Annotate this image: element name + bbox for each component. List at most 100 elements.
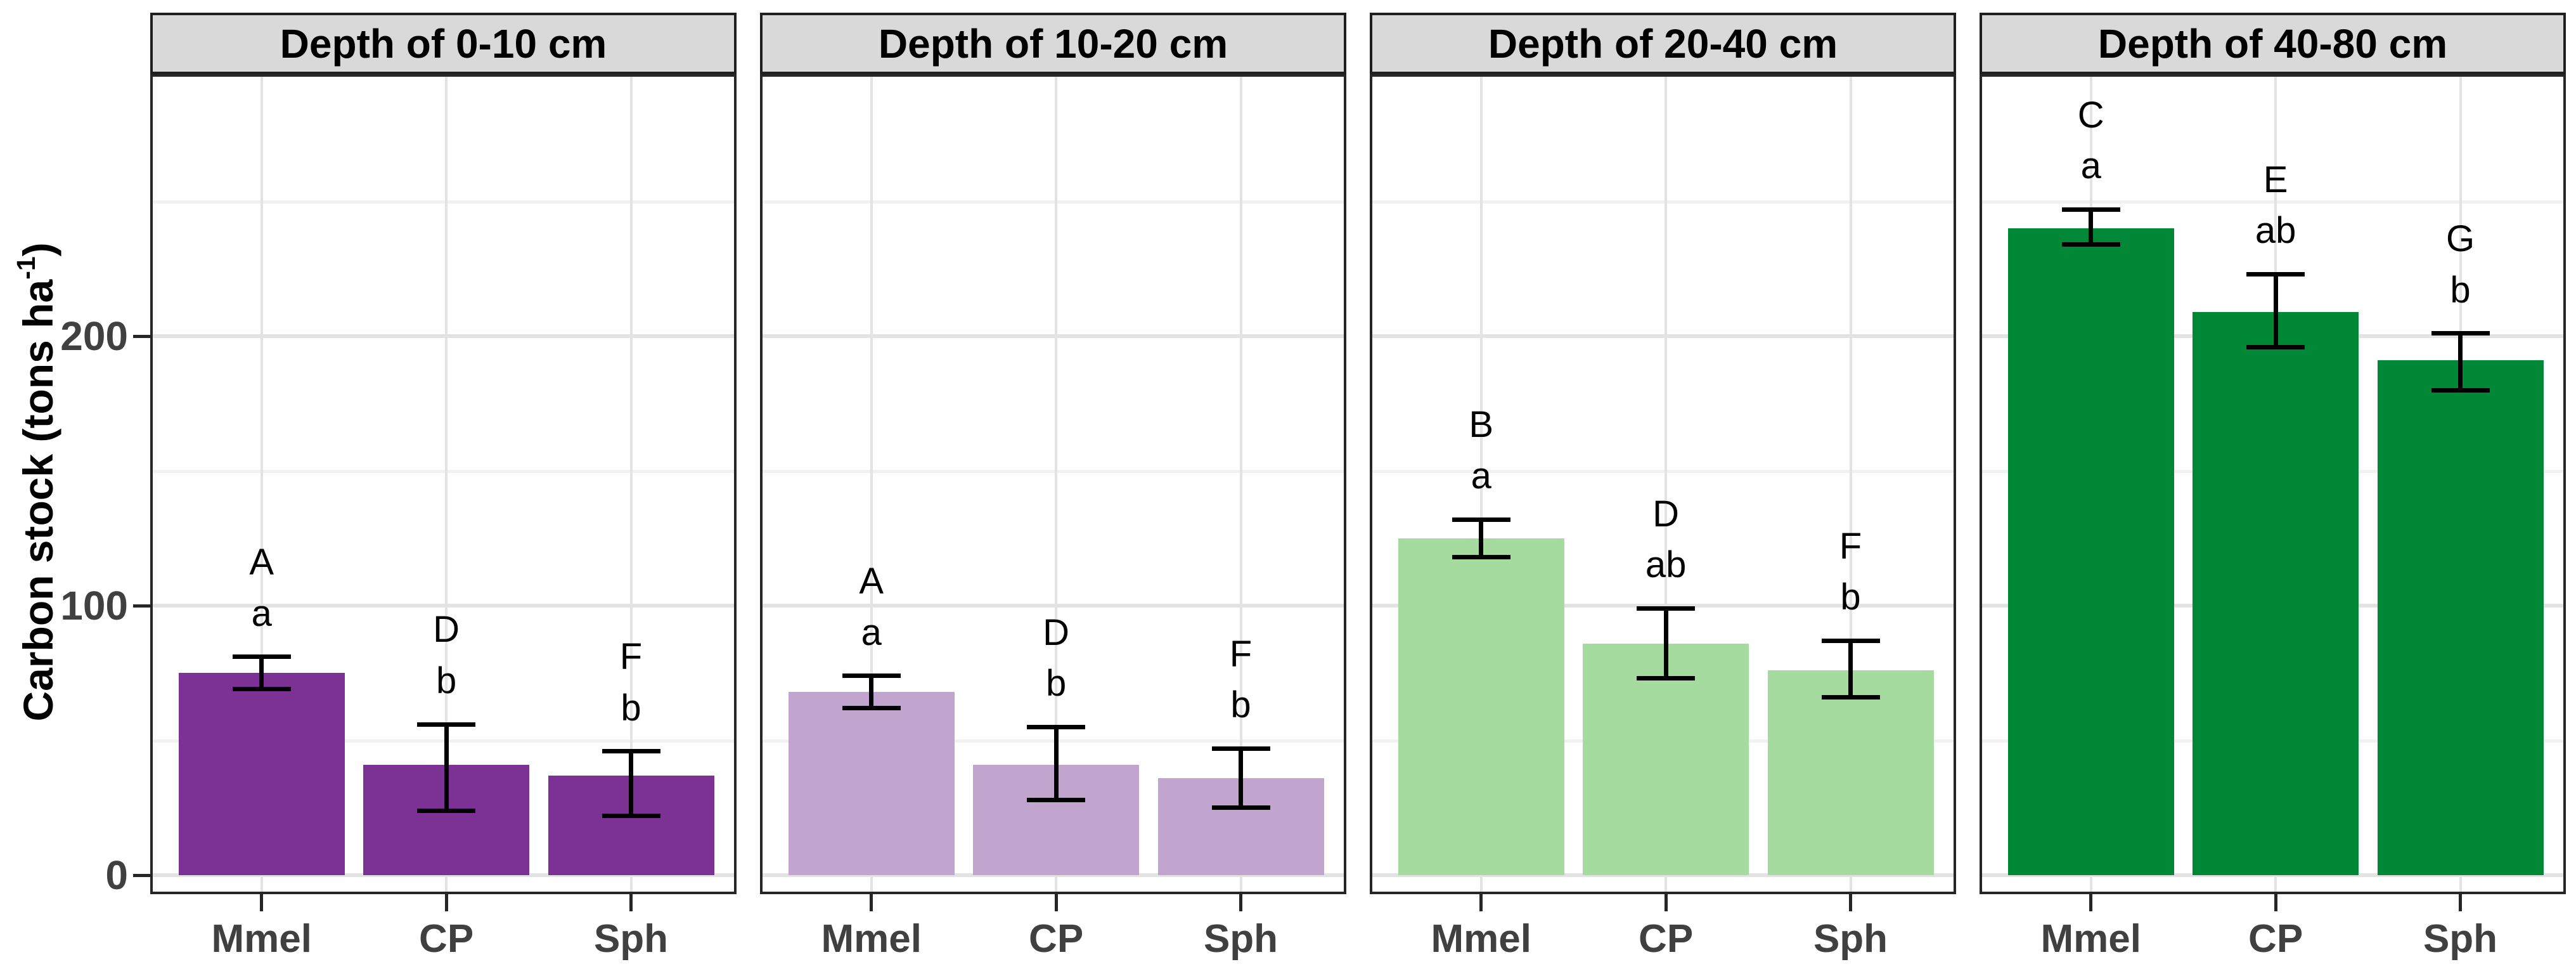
facet-strip: Depth of 20-40 cm bbox=[1370, 13, 1956, 74]
bar-cp bbox=[1583, 643, 1749, 875]
error-bar-cap-top bbox=[1452, 517, 1510, 522]
error-bar-line bbox=[1848, 641, 1853, 698]
significance-letter-lower: a bbox=[1471, 455, 1491, 497]
gridline-minor-horizontal bbox=[1980, 200, 2566, 204]
significance-letter-lower: a bbox=[2080, 145, 2101, 187]
gridline-minor-horizontal bbox=[760, 469, 1346, 473]
bar-cp bbox=[2193, 311, 2359, 875]
x-tick-label-sph: Sph bbox=[2423, 917, 2498, 961]
error-bar-cap-bottom bbox=[2061, 242, 2120, 247]
error-bar-cap-bottom bbox=[1452, 555, 1510, 559]
error-bar-cap-top bbox=[1027, 724, 1086, 729]
significance-letter-upper: E bbox=[2263, 159, 2288, 200]
error-bar-cap-top bbox=[842, 673, 901, 678]
significance-letter-upper: G bbox=[2445, 218, 2475, 259]
error-bar-line bbox=[1239, 748, 1243, 808]
error-bar-cap-top bbox=[1637, 606, 1696, 611]
significance-letter-upper: A bbox=[859, 560, 884, 602]
x-tick-mark bbox=[1664, 894, 1668, 911]
x-tick-label-sph: Sph bbox=[593, 917, 669, 961]
y-axis-title-superscript: -1 bbox=[11, 256, 41, 280]
gridline-major-horizontal bbox=[150, 334, 737, 338]
bar-mmel bbox=[1398, 538, 1564, 875]
error-bar-line bbox=[1479, 519, 1484, 557]
facet-strip: Depth of 0-10 cm bbox=[150, 13, 737, 74]
gridline-vertical bbox=[629, 74, 633, 894]
gridline-major-horizontal bbox=[1370, 334, 1956, 338]
error-bar-line bbox=[444, 724, 449, 810]
gridline-vertical bbox=[1239, 74, 1242, 894]
error-bar-cap-bottom bbox=[1211, 805, 1270, 810]
gridline-minor-horizontal bbox=[760, 200, 1346, 204]
y-tick-label: 0 bbox=[105, 852, 128, 898]
significance-letter-lower: ab bbox=[1645, 544, 1687, 586]
x-tick-label-sph: Sph bbox=[1203, 917, 1278, 961]
significance-letter-lower: a bbox=[861, 611, 882, 653]
x-tick-mark bbox=[260, 894, 264, 911]
y-axis-title: Carbon stock (tons ha-1) bbox=[11, 242, 62, 721]
x-tick-label-cp: CP bbox=[1639, 917, 1694, 961]
error-bar-cap-bottom bbox=[2246, 344, 2305, 349]
x-tick-label-mmel: Mmel bbox=[821, 917, 922, 961]
x-tick-label-cp: CP bbox=[2248, 917, 2303, 961]
gridline-vertical bbox=[1055, 74, 1058, 894]
significance-letter-upper: A bbox=[249, 542, 274, 583]
x-tick-label-mmel: Mmel bbox=[211, 917, 312, 961]
gridline-minor-horizontal bbox=[150, 200, 737, 204]
gridline-vertical bbox=[1665, 74, 1668, 894]
bar-mmel bbox=[788, 692, 955, 875]
error-bar-cap-top bbox=[602, 749, 660, 753]
error-bar-cap-bottom bbox=[842, 706, 901, 710]
significance-letter-upper: F bbox=[1839, 525, 1862, 567]
error-bar-line bbox=[629, 751, 633, 816]
y-tick-label: 200 bbox=[60, 313, 128, 359]
error-bar-cap-bottom bbox=[2431, 387, 2490, 393]
gridline-major-horizontal bbox=[760, 873, 1346, 877]
y-tick-mark bbox=[133, 604, 150, 608]
gridline-major-horizontal bbox=[1370, 604, 1956, 608]
error-bar-cap-bottom bbox=[1637, 676, 1696, 681]
significance-letter-lower: b bbox=[1840, 576, 1861, 618]
facet-strip: Depth of 10-20 cm bbox=[760, 13, 1346, 74]
bar-mmel bbox=[2007, 228, 2174, 875]
y-tick-mark bbox=[133, 335, 150, 338]
error-bar-cap-bottom bbox=[602, 814, 660, 818]
x-tick-mark bbox=[2089, 894, 2093, 911]
significance-letter-lower: b bbox=[1230, 684, 1251, 726]
gridline-vertical bbox=[1849, 74, 1852, 894]
error-bar-line bbox=[259, 656, 264, 689]
error-bar-cap-top bbox=[1821, 638, 1880, 643]
error-bar-cap-top bbox=[2246, 271, 2305, 277]
gridline-major-horizontal bbox=[1370, 873, 1956, 877]
facet-strip: Depth of 40-80 cm bbox=[1980, 13, 2566, 74]
significance-letter-upper: D bbox=[1043, 611, 1070, 653]
error-bar-cap-top bbox=[2431, 331, 2490, 336]
x-tick-label-cp: CP bbox=[1029, 917, 1084, 961]
significance-letter-lower: b bbox=[435, 660, 457, 701]
gridline-vertical bbox=[260, 74, 263, 894]
x-tick-mark bbox=[2274, 894, 2277, 911]
x-tick-mark bbox=[870, 894, 873, 911]
significance-letter-upper: C bbox=[2077, 94, 2104, 136]
error-bar-line bbox=[2273, 274, 2278, 347]
x-tick-label-mmel: Mmel bbox=[2040, 917, 2141, 961]
error-bar-cap-bottom bbox=[1027, 797, 1086, 802]
x-tick-label-mmel: Mmel bbox=[1431, 917, 1531, 961]
gridline-minor-horizontal bbox=[1370, 200, 1956, 204]
significance-letter-upper: D bbox=[433, 609, 460, 651]
gridline-minor-horizontal bbox=[150, 739, 737, 743]
gridline-vertical bbox=[445, 74, 448, 894]
x-tick-mark bbox=[444, 894, 448, 911]
significance-letter-upper: F bbox=[619, 635, 643, 677]
bar-mmel bbox=[178, 673, 345, 875]
significance-letter-upper: F bbox=[1229, 633, 1253, 675]
significance-letter-upper: D bbox=[1652, 493, 1680, 535]
gridline-vertical bbox=[1479, 74, 1483, 894]
x-tick-label-cp: CP bbox=[419, 917, 474, 961]
gridline-minor-horizontal bbox=[150, 469, 737, 473]
significance-letter-lower: b bbox=[1045, 663, 1067, 705]
